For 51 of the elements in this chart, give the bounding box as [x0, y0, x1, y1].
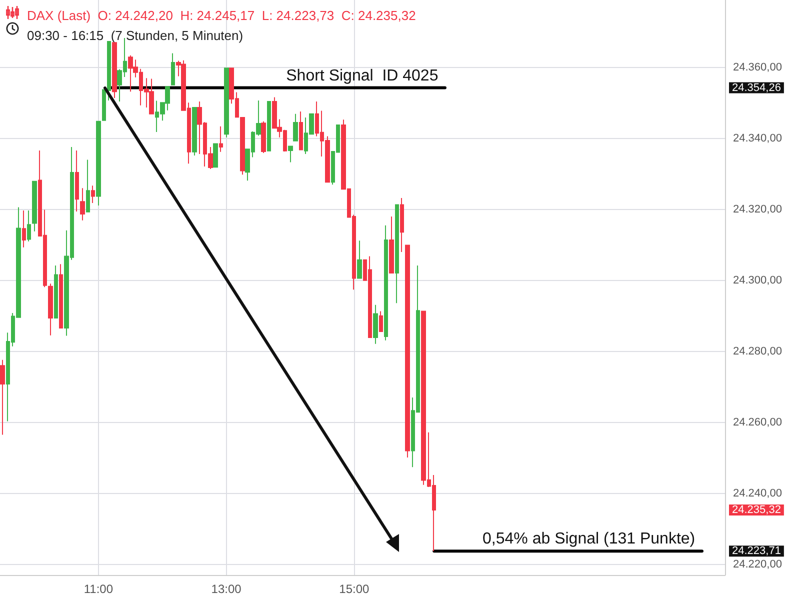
- candlestick: [80, 188, 85, 221]
- candlestick: [32, 180, 37, 232]
- candlestick: [379, 310, 383, 332]
- annotation: 0,54% ab Signal (131 Punkte): [482, 530, 696, 548]
- candlestick: [86, 159, 90, 212]
- y-tick-label: 24.340,00: [733, 132, 782, 144]
- candlestick: [288, 146, 293, 163]
- annotation: Short Signal ID 4025: [286, 67, 438, 84]
- candlestick: [357, 240, 362, 279]
- y-tick-label: 24.320,00: [733, 203, 782, 216]
- candlestick: [405, 244, 410, 458]
- text: 09:30 - 16:15 (7 Stunden, 5 Minuten): [27, 28, 244, 43]
- candlestick: [299, 110, 303, 150]
- candlestick: [395, 204, 399, 304]
- x-tick-label: 11:00: [84, 582, 114, 596]
- candlestick: [219, 126, 223, 152]
- candlestick: [224, 68, 229, 138]
- candlestick: [213, 143, 218, 168]
- y-tick-label: 24.220,00: [733, 558, 782, 570]
- candlestick: [27, 210, 31, 242]
- y-tick-label: 24.360,00: [733, 61, 782, 74]
- candlestick: [261, 120, 266, 154]
- y-tick-label: 24.280,00: [733, 345, 782, 358]
- candlestick: [267, 101, 271, 152]
- candlestick: [48, 283, 53, 336]
- candlestick: [91, 185, 95, 204]
- y-tick-label: 24.235,32: [732, 504, 781, 516]
- candlestick: [112, 42, 117, 98]
- x-tick-label: 13:00: [211, 582, 242, 596]
- candlestick: [192, 107, 197, 156]
- candlestick: [96, 120, 101, 206]
- text: DAX (Last) O: 24.242,20 H: 24.245,17 L: 24.223,73 C: 24.235,32: [27, 8, 416, 23]
- candlestick: [373, 304, 378, 344]
- y-tick-label: 24.223,71: [732, 545, 781, 558]
- y-tick-label: 24.260,00: [733, 416, 782, 428]
- candlestick: [22, 210, 26, 248]
- candlestick: [384, 224, 388, 341]
- x-tick-label: 15:00: [339, 582, 370, 596]
- candlestick: [389, 216, 394, 274]
- candlestick: [54, 264, 58, 319]
- candlestick: [293, 113, 298, 142]
- candlestick: [75, 150, 79, 212]
- candlestick: [59, 264, 63, 328]
- candlestick: [171, 52, 175, 86]
- candlestick: [107, 41, 111, 101]
- y-tick-label: 24.240,00: [733, 487, 782, 500]
- candlestick: [0, 359, 5, 436]
- candlestick: [400, 198, 404, 253]
- y-tick-label: 24.300,00: [733, 274, 782, 286]
- candlestick: [102, 89, 106, 121]
- y-tick-label: 24.354,26: [732, 82, 781, 94]
